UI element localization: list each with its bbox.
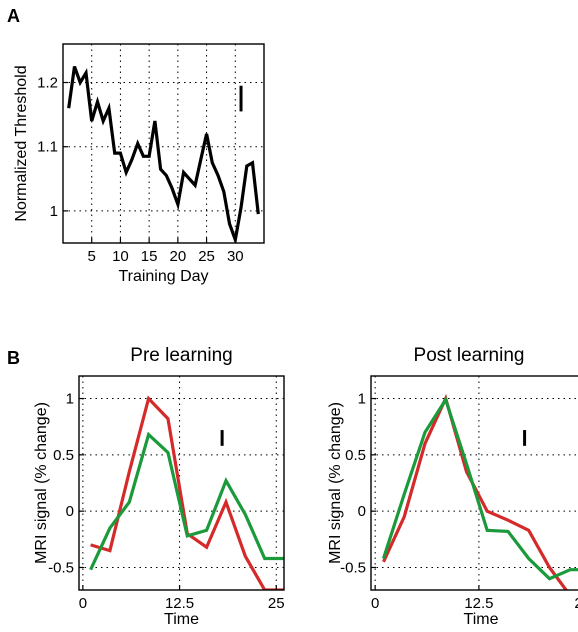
- series-line-1: [89, 431, 284, 571]
- x-axis-label: Training Day: [118, 268, 208, 285]
- data-series: [381, 393, 578, 590]
- y-axis-label: MRI signal (% change): [33, 402, 50, 564]
- y-axis-label: MRI signal (% change): [327, 402, 344, 564]
- panel-b-letter: B: [7, 348, 20, 368]
- series-line-0: [382, 393, 569, 590]
- y-tick-label: 1: [358, 391, 366, 408]
- plot-frame: [62, 43, 265, 244]
- x-tick-label: 0: [79, 595, 87, 612]
- x-tick-label: 20: [170, 248, 187, 265]
- grid-lines: [371, 376, 578, 590]
- y-tick-label: -0.5: [340, 559, 366, 576]
- y-tick-label: 0: [358, 503, 366, 520]
- y-axis-label: Normalized Threshold: [13, 65, 30, 221]
- series-line-1: [381, 395, 578, 581]
- grid-lines: [79, 376, 284, 590]
- x-tick-label: 12.5: [165, 595, 194, 612]
- x-tick-label: 15: [141, 248, 158, 265]
- post-learning-chart: Post learning 0 12.5 25 -0.5 0 0.5 1 Time MRI …: [327, 345, 578, 628]
- series-line-0: [67, 65, 260, 243]
- x-tick-label: 5: [88, 248, 96, 265]
- tick-labels: 5 10 15 20 25 30 1 1.1 1.2: [37, 75, 243, 265]
- tick-labels: 0 12.5 25 -0.5 0 0.5 1: [340, 391, 578, 612]
- panel-a-letter: A: [7, 6, 20, 26]
- data-series: [67, 65, 260, 243]
- plot-frame: [78, 375, 285, 591]
- y-tick-label: 1.1: [37, 139, 58, 156]
- y-tick-label: 1: [66, 391, 74, 408]
- tick-labels: 0 12.5 25 -0.5 0 0.5 1: [48, 391, 284, 612]
- x-tick-label: 25: [574, 595, 578, 612]
- data-series: [89, 395, 284, 590]
- y-tick-label: 0.5: [345, 447, 366, 464]
- x-tick-label: 12.5: [464, 595, 493, 612]
- plot-frame: [370, 375, 578, 591]
- x-axis-label: Time: [464, 611, 499, 628]
- chart-title: Pre learning: [130, 345, 232, 366]
- x-tick-label: 30: [227, 248, 244, 265]
- training-threshold-chart: 5 10 15 20 25 30 1 1.1 1.2 Training Day Normaliz…: [13, 43, 265, 285]
- y-tick-label: 1: [50, 203, 58, 220]
- y-tick-label: 1.2: [37, 75, 58, 92]
- x-tick-label: 0: [371, 595, 379, 612]
- grid-lines: [63, 44, 264, 243]
- y-tick-label: 0: [66, 503, 74, 520]
- x-axis-label: Time: [164, 611, 199, 628]
- y-tick-label: 0.5: [53, 447, 74, 464]
- pre-learning-chart: Pre learning 0 12.5 25 -0.5 0 0.5 1 Time MRI s…: [33, 345, 285, 628]
- y-tick-label: -0.5: [48, 559, 74, 576]
- x-tick-label: 25: [198, 248, 215, 265]
- x-tick-label: 25: [268, 595, 285, 612]
- x-tick-label: 10: [112, 248, 129, 265]
- series-line-0: [90, 395, 284, 590]
- chart-title: Post learning: [414, 345, 525, 366]
